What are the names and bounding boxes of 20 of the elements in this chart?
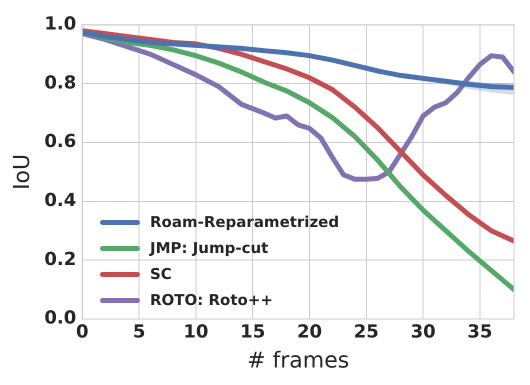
legend-label: JMP: Jump-cut <box>150 239 268 257</box>
x-axis-title: # frames <box>247 348 350 374</box>
x-tick-label: 25 <box>354 321 379 342</box>
y-tick-label: 0.6 <box>44 131 76 152</box>
x-tick-label: 35 <box>467 321 492 342</box>
y-axis-title: IoU <box>10 154 35 190</box>
x-tick-label: 10 <box>183 321 208 342</box>
legend-label: Roam-Reparametrized <box>150 213 340 231</box>
legend-label: SC <box>150 265 172 283</box>
y-tick-label: 1.0 <box>44 13 76 34</box>
y-tick-label: 0.2 <box>44 248 76 270</box>
x-tick-label: 0 <box>76 321 89 342</box>
x-tick-label: 15 <box>240 321 266 342</box>
x-tick-label: 20 <box>296 321 322 342</box>
x-tick-label: 30 <box>410 321 436 342</box>
y-tick-label: 0.0 <box>44 308 76 329</box>
y-tick-label: 0.4 <box>44 190 76 211</box>
y-tick-label: 0.8 <box>44 72 76 94</box>
legend-label: ROTO: Roto++ <box>150 291 273 309</box>
x-tick-label: 5 <box>132 321 146 342</box>
